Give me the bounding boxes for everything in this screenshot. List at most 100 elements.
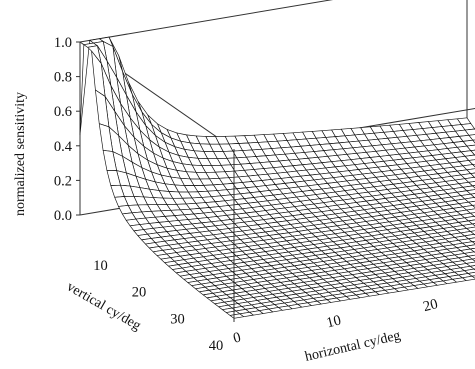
surface-facet <box>269 160 284 168</box>
surface-facet <box>248 202 262 208</box>
surface-facet <box>404 172 419 178</box>
surface-facet <box>232 208 247 215</box>
surface-facet <box>228 204 243 210</box>
surface-facet <box>201 243 216 249</box>
surface-facet <box>360 204 374 210</box>
surface-facet <box>443 167 458 173</box>
surface-facet <box>242 149 257 158</box>
surface-facet <box>381 143 396 151</box>
surface-facet <box>213 151 227 159</box>
surface-facet <box>306 216 320 222</box>
surface-facet <box>105 96 119 136</box>
surface-facet <box>215 136 229 145</box>
surface-facet <box>294 181 309 187</box>
surface-facet <box>257 200 272 207</box>
surface-facet <box>118 205 133 214</box>
surface-facet <box>329 196 343 202</box>
surface-facet <box>159 221 173 228</box>
surface-facet <box>416 161 431 167</box>
surface-facet <box>455 130 469 137</box>
surface-facet <box>319 143 334 151</box>
surface-facet <box>236 234 250 240</box>
surface-facet <box>203 184 218 192</box>
surface-facet <box>371 194 386 200</box>
surface-facet <box>283 132 297 141</box>
surface-facet <box>375 150 390 157</box>
surface-facet <box>267 222 281 228</box>
surface-facet <box>221 164 235 172</box>
surface-facet <box>197 239 212 245</box>
z-axis-label: normalized sensitivity <box>13 92 28 216</box>
surface-facet <box>114 196 129 207</box>
surface-facet <box>263 218 278 224</box>
surface-mesh-cell <box>229 313 245 319</box>
surface-facet <box>240 192 254 199</box>
surface-facet <box>389 124 404 132</box>
surface-facet <box>315 167 330 175</box>
box-edge <box>467 0 475 84</box>
surface-facet <box>284 206 299 212</box>
surface-facet <box>445 157 460 164</box>
surface-facet <box>368 167 382 173</box>
surface-facet <box>155 135 169 153</box>
surface-facet <box>350 127 365 135</box>
surface-facet <box>277 220 291 226</box>
surface-facet <box>391 169 405 175</box>
surface-facet <box>372 144 386 152</box>
surface-facet <box>437 172 452 178</box>
surface-facet <box>205 225 219 231</box>
surface-facet <box>445 131 460 138</box>
surface-facet <box>288 159 303 166</box>
surface-facet <box>124 196 138 206</box>
surface-facet <box>176 132 191 143</box>
surface-facet <box>302 131 317 139</box>
surface-facet <box>120 103 135 138</box>
surface-facet <box>292 164 307 172</box>
surface-facet <box>151 171 165 184</box>
surface-facet <box>429 186 444 192</box>
y-axis-ticks: 10 20 30 40 <box>93 258 223 354</box>
surface-facet <box>437 119 452 127</box>
surface-facet <box>157 204 171 211</box>
surface-facet <box>354 134 369 142</box>
y-tick-label: 20 <box>132 285 147 301</box>
surface-facet <box>256 155 270 163</box>
surface-facet <box>418 150 433 157</box>
surface-facet <box>122 212 136 221</box>
surface-facet <box>189 232 204 238</box>
surface-facet <box>134 137 148 161</box>
surface-facet <box>433 168 448 174</box>
surface-facet <box>159 147 173 162</box>
surface-facet <box>302 163 316 171</box>
surface-facet <box>420 165 434 171</box>
surface-facet <box>141 238 156 245</box>
surface-facet <box>244 169 258 177</box>
surface-facet <box>412 180 427 186</box>
surface-facet <box>145 217 160 224</box>
surface-facet <box>308 184 322 191</box>
surface-facet <box>186 203 200 210</box>
surface-facet <box>354 163 369 170</box>
x-tick-label: 10 <box>325 312 343 331</box>
surface-facet <box>360 182 374 189</box>
surface-facet <box>219 228 233 234</box>
surface-facet <box>273 193 287 200</box>
surface-facet <box>368 139 382 146</box>
surface-facet <box>428 149 442 156</box>
surface-facet <box>188 218 202 224</box>
surface-facet <box>220 240 235 246</box>
surface-facet <box>366 199 380 205</box>
surface-facet <box>383 184 398 190</box>
surface-facet <box>449 136 464 143</box>
surface-facet <box>459 135 473 142</box>
surface-facet <box>348 141 363 148</box>
surface-facet <box>283 165 297 173</box>
surface-facet <box>313 202 328 208</box>
surface-facet <box>223 183 237 190</box>
surface-facet <box>331 160 345 167</box>
surface-facet <box>372 171 386 178</box>
surface-facet <box>416 134 431 141</box>
surface-facet <box>310 174 324 180</box>
surface-facet <box>174 146 189 158</box>
surface-facet <box>284 182 299 189</box>
